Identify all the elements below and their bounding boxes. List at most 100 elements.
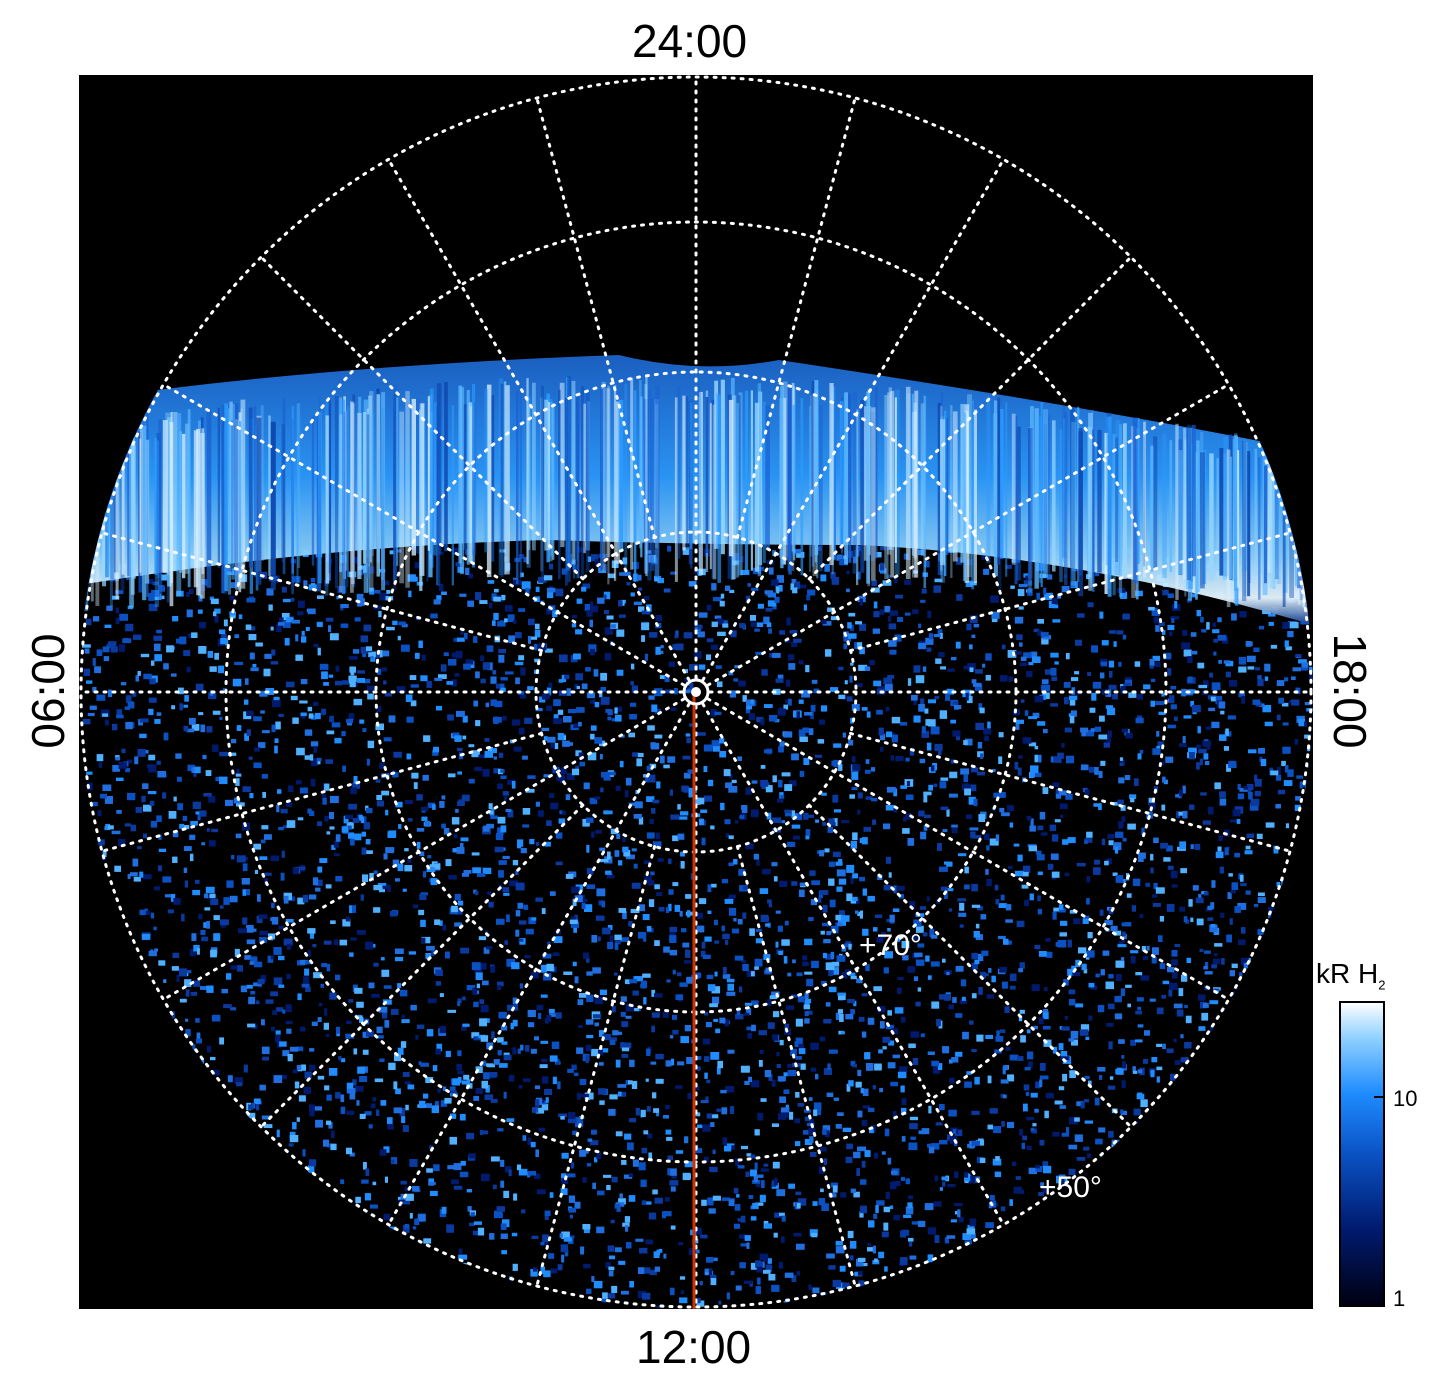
meridian-line bbox=[259, 803, 585, 1129]
speckle-pixel bbox=[694, 1148, 703, 1154]
auroral-streak bbox=[1105, 416, 1108, 566]
speckle-pixel bbox=[248, 756, 253, 760]
speckle-pixel bbox=[960, 979, 967, 987]
speckle-pixel bbox=[597, 597, 605, 604]
speckle-pixel bbox=[223, 1004, 232, 1009]
auroral-streak bbox=[992, 413, 998, 555]
speckle-pixel bbox=[808, 728, 814, 736]
speckle-pixel bbox=[679, 816, 688, 820]
speckle-pixel bbox=[355, 1196, 361, 1204]
speckle-pixel bbox=[1009, 1199, 1013, 1206]
speckle-pixel bbox=[1157, 741, 1164, 747]
auroral-streak bbox=[963, 412, 967, 581]
speckle-pixel bbox=[930, 1143, 940, 1150]
speckle-pixel bbox=[705, 1022, 712, 1028]
speckle-pixel bbox=[1038, 951, 1047, 957]
speckle-pixel bbox=[1035, 563, 1045, 571]
speckle-pixel bbox=[832, 851, 841, 858]
speckle-pixel bbox=[496, 918, 505, 925]
auroral-streak bbox=[967, 394, 972, 578]
speckle-pixel bbox=[299, 700, 308, 704]
speckle-pixel bbox=[524, 955, 531, 959]
auroral-streak bbox=[965, 411, 969, 553]
speckle-pixel bbox=[954, 1203, 963, 1207]
speckle-pixel bbox=[1127, 823, 1136, 830]
speckle-pixel bbox=[179, 703, 184, 711]
speckle-pixel bbox=[934, 696, 940, 700]
speckle-pixel bbox=[956, 594, 963, 601]
speckle-pixel bbox=[446, 1225, 454, 1233]
speckle-pixel bbox=[739, 986, 743, 993]
auroral-streak bbox=[547, 402, 551, 550]
speckle-pixel bbox=[754, 1129, 760, 1136]
speckle-pixel bbox=[1043, 987, 1048, 992]
speckle-pixel bbox=[183, 725, 189, 732]
speckle-pixel bbox=[482, 980, 489, 986]
speckle-pixel bbox=[771, 1180, 776, 1187]
speckle-pixel bbox=[847, 999, 855, 1004]
speckle-pixel bbox=[404, 800, 414, 805]
speckle-pixel bbox=[720, 802, 725, 811]
time-label-midnight: 24:00 bbox=[632, 15, 748, 67]
speckle-pixel bbox=[934, 1235, 940, 1243]
speckle-pixel bbox=[890, 755, 894, 761]
speckle-pixel bbox=[1086, 875, 1091, 883]
speckle-pixel bbox=[992, 1158, 1002, 1166]
speckle-pixel bbox=[1185, 1015, 1192, 1024]
speckle-pixel bbox=[1215, 851, 1224, 859]
speckle-pixel bbox=[1167, 865, 1174, 870]
speckle-pixel bbox=[257, 894, 261, 902]
speckle-pixel bbox=[571, 615, 578, 619]
speckle-pixel bbox=[1164, 779, 1168, 785]
speckle-pixel bbox=[854, 642, 858, 649]
speckle-pixel bbox=[930, 726, 940, 735]
speckle-pixel bbox=[1128, 692, 1137, 698]
speckle-pixel bbox=[402, 1072, 410, 1077]
speckle-pixel bbox=[213, 611, 217, 617]
speckle-pixel bbox=[507, 779, 515, 785]
speckle-pixel bbox=[644, 653, 648, 661]
speckle-pixel bbox=[1248, 749, 1257, 754]
speckle-pixel bbox=[781, 1215, 786, 1222]
speckle-pixel bbox=[658, 1248, 663, 1253]
speckle-pixel bbox=[902, 955, 909, 961]
speckle-pixel bbox=[725, 585, 731, 591]
speckle-pixel bbox=[329, 992, 337, 1000]
speckle-pixel bbox=[495, 683, 501, 689]
auroral-streak bbox=[1137, 418, 1140, 564]
speckle-pixel bbox=[1262, 705, 1272, 713]
speckle-pixel bbox=[185, 1018, 189, 1022]
speckle-pixel bbox=[751, 1080, 760, 1088]
speckle-pixel bbox=[647, 774, 656, 783]
speckle-pixel bbox=[376, 795, 383, 801]
speckle-pixel bbox=[560, 767, 567, 775]
speckle-pixel bbox=[278, 713, 284, 717]
speckle-pixel bbox=[1200, 792, 1207, 796]
speckle-pixel bbox=[825, 1002, 831, 1007]
speckle-pixel bbox=[484, 751, 494, 758]
speckle-pixel bbox=[1051, 598, 1058, 605]
speckle-pixel bbox=[142, 874, 152, 880]
speckle-pixel bbox=[1117, 944, 1127, 948]
speckle-pixel bbox=[407, 1084, 415, 1090]
speckle-pixel bbox=[326, 831, 331, 835]
speckle-pixel bbox=[451, 652, 457, 658]
speckle-pixel bbox=[972, 835, 982, 839]
speckle-pixel bbox=[806, 594, 811, 601]
auroral-streak bbox=[260, 405, 264, 561]
speckle-pixel bbox=[791, 881, 798, 886]
auroral-streak bbox=[571, 380, 576, 565]
speckle-pixel bbox=[925, 637, 934, 645]
auroral-streak bbox=[1064, 412, 1068, 585]
speckle-pixel bbox=[997, 935, 1006, 940]
speckle-pixel bbox=[742, 963, 749, 971]
speckle-pixel bbox=[522, 755, 528, 760]
speckle-pixel bbox=[1162, 589, 1169, 596]
speckle-pixel bbox=[130, 824, 136, 832]
speckle-pixel bbox=[852, 764, 861, 771]
speckle-pixel bbox=[478, 936, 487, 941]
speckle-pixel bbox=[295, 780, 302, 785]
speckle-pixel bbox=[512, 997, 518, 1004]
speckle-pixel bbox=[879, 609, 884, 615]
speckle-pixel bbox=[264, 834, 272, 840]
